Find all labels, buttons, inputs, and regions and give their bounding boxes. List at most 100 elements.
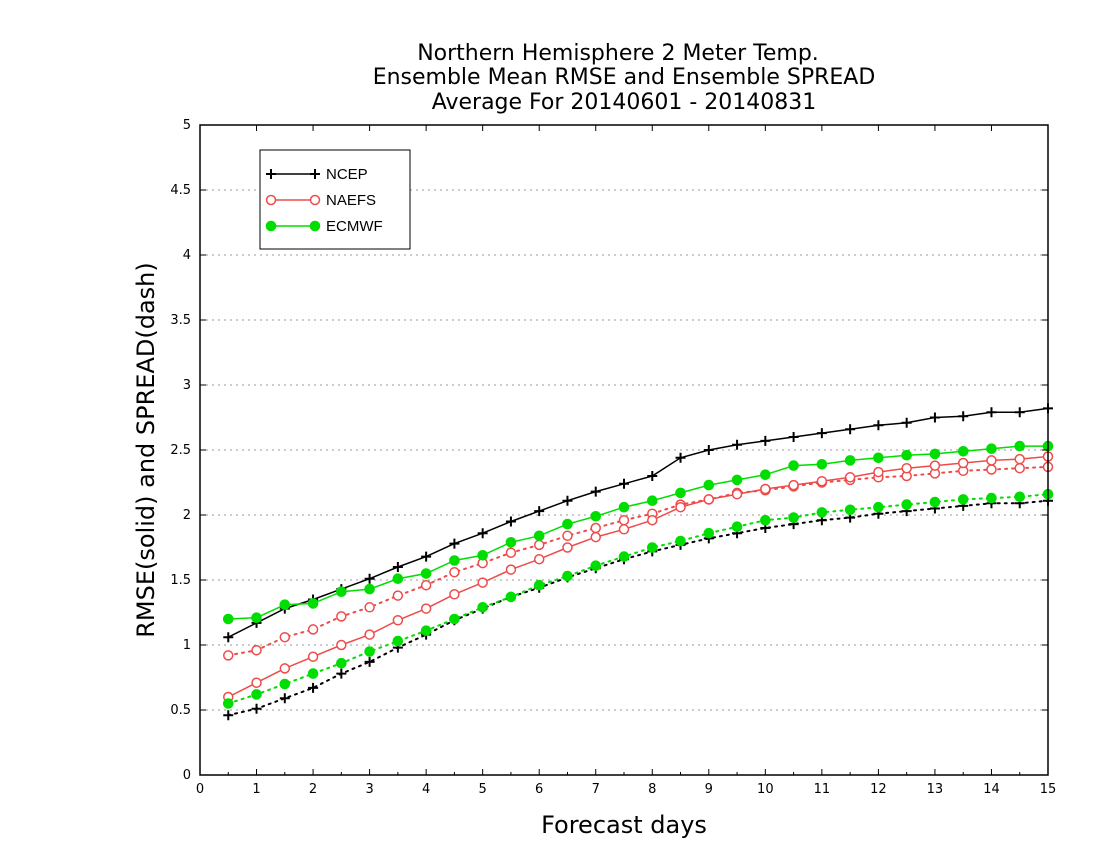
data-point-ecmwf-rmse <box>420 568 432 579</box>
legend-label-naefs: NAEFS <box>326 192 376 209</box>
data-point-naefs-spread <box>364 602 375 613</box>
data-point-ecmwf-spread <box>986 492 997 504</box>
data-point-naefs-rmse <box>929 460 941 471</box>
legend-marker-ncep <box>310 169 320 179</box>
data-point-ecmwf-spread <box>420 625 432 637</box>
y-tick-label-5: 2.5 <box>170 443 191 458</box>
data-point-ncep-rmse <box>534 506 545 517</box>
data-point-ecmwf-rmse <box>392 573 404 585</box>
data-point-ecmwf-spread <box>675 535 686 547</box>
data-point-naefs-rmse <box>505 564 517 575</box>
data-point-naefs-spread <box>307 624 319 635</box>
data-point-naefs-spread <box>420 579 432 591</box>
data-point-naefs-rmse <box>420 603 432 614</box>
data-point-naefs-rmse <box>1014 453 1025 465</box>
data-point-ncep-spread <box>364 656 375 667</box>
data-point-ecmwf-spread <box>392 635 404 647</box>
data-point-ncep-rmse <box>958 411 969 422</box>
data-point-naefs-rmse <box>477 577 488 588</box>
data-point-ecmwf-spread <box>533 579 545 591</box>
legend-item-ecmwf: ECMWF <box>265 218 383 235</box>
data-point-ecmwf-spread <box>562 570 573 582</box>
legend-marker-ecmwf <box>309 220 321 232</box>
data-point-ncep-spread <box>308 682 319 693</box>
series-ecmwf-spread <box>222 488 1054 709</box>
legend-marker-naefs <box>265 194 277 206</box>
data-point-ecmwf-spread <box>477 602 488 613</box>
data-point-ecmwf-rmse <box>986 443 997 455</box>
x-tick-label-5: 5 <box>479 782 487 797</box>
data-point-naefs-rmse <box>675 501 686 513</box>
data-point-ecmwf-rmse <box>788 460 799 471</box>
data-point-ncep-rmse <box>1014 407 1025 418</box>
x-tick-label-9: 9 <box>705 782 713 797</box>
data-point-ncep-rmse <box>675 452 686 463</box>
data-point-ncep-rmse <box>845 424 856 435</box>
legend-item-naefs: NAEFS <box>265 192 376 209</box>
data-point-ecmwf-spread <box>646 542 658 553</box>
chart-title: Northern Hemisphere 2 Meter Temp. Ensemb… <box>373 41 876 115</box>
x-tick-label-14: 14 <box>983 782 1000 797</box>
data-point-naefs-rmse <box>251 677 262 688</box>
data-point-ncep-rmse <box>421 551 432 562</box>
y-axis-label: RMSE(solid) and SPREAD(dash) <box>132 262 160 638</box>
data-point-ecmwf-spread <box>816 507 828 518</box>
data-point-ecmwf-rmse <box>505 537 517 548</box>
data-point-ecmwf-rmse <box>477 550 488 561</box>
legend: NCEP NAEFS ECMWF <box>259 149 411 250</box>
x-tick-label-6: 6 <box>535 782 543 797</box>
data-point-naefs-rmse <box>562 542 573 553</box>
data-point-naefs-rmse <box>449 589 460 600</box>
series-ncep-spread <box>223 495 1053 721</box>
data-point-ecmwf-rmse <box>646 495 658 507</box>
data-point-naefs-spread <box>618 514 630 526</box>
x-tick-label-1: 1 <box>252 782 260 797</box>
data-point-naefs-spread <box>1014 462 1025 474</box>
data-point-naefs-rmse <box>844 472 856 483</box>
x-tick-label-13: 13 <box>927 782 944 797</box>
data-point-ecmwf-rmse <box>844 455 856 466</box>
data-point-naefs-spread <box>562 530 573 542</box>
data-point-ncep-rmse <box>477 528 488 539</box>
data-point-ncep-spread <box>336 668 347 679</box>
x-tick-label-10: 10 <box>757 782 774 797</box>
data-point-ncep-rmse <box>816 428 827 439</box>
data-point-ecmwf-rmse <box>222 613 234 625</box>
data-point-ecmwf-spread <box>336 657 347 669</box>
data-point-ecmwf-spread <box>590 560 602 572</box>
y-tick-label-7: 3.5 <box>170 313 191 328</box>
data-point-ecmwf-rmse <box>760 469 771 481</box>
data-point-ecmwf-spread <box>760 514 771 526</box>
data-point-ecmwf-rmse <box>618 501 630 513</box>
data-point-ecmwf-spread <box>901 499 912 510</box>
data-point-ncep-spread <box>223 710 234 721</box>
data-point-ncep-rmse <box>562 495 573 506</box>
series-line-ecmwf-spread <box>227 493 1049 705</box>
data-point-naefs-rmse <box>590 531 601 543</box>
data-point-naefs-spread <box>279 631 291 643</box>
data-point-ecmwf-spread <box>788 512 799 523</box>
data-point-naefs-spread <box>251 644 262 656</box>
data-point-ecmwf-rmse <box>901 449 912 461</box>
series-line-ncep-spread <box>227 499 1049 717</box>
data-point-ecmwf-spread <box>251 689 262 700</box>
y-tick-label-6: 3 <box>183 378 191 393</box>
data-point-ecmwf-rmse <box>562 518 573 530</box>
data-point-ncep-rmse <box>901 417 912 428</box>
data-point-ncep-rmse <box>760 435 771 446</box>
x-tick-label-7: 7 <box>592 782 600 797</box>
data-point-ecmwf-spread <box>222 698 234 709</box>
series-ecmwf-rmse <box>222 440 1054 625</box>
x-tick-label-11: 11 <box>814 782 831 797</box>
y-tick-label-8: 4 <box>183 248 191 263</box>
data-point-naefs-rmse <box>731 488 743 500</box>
data-point-ecmwf-spread <box>929 496 941 508</box>
legend-label-ecmwf: ECMWF <box>326 218 383 235</box>
y-tick-label-0: 0 <box>183 768 191 783</box>
data-point-naefs-spread <box>590 522 601 534</box>
data-point-ecmwf-rmse <box>279 599 291 611</box>
gridlines <box>200 189 1048 711</box>
data-point-naefs-spread <box>223 650 234 661</box>
y-tick-label-10: 5 <box>183 118 191 133</box>
y-tick-label-1: 0.5 <box>170 703 191 718</box>
